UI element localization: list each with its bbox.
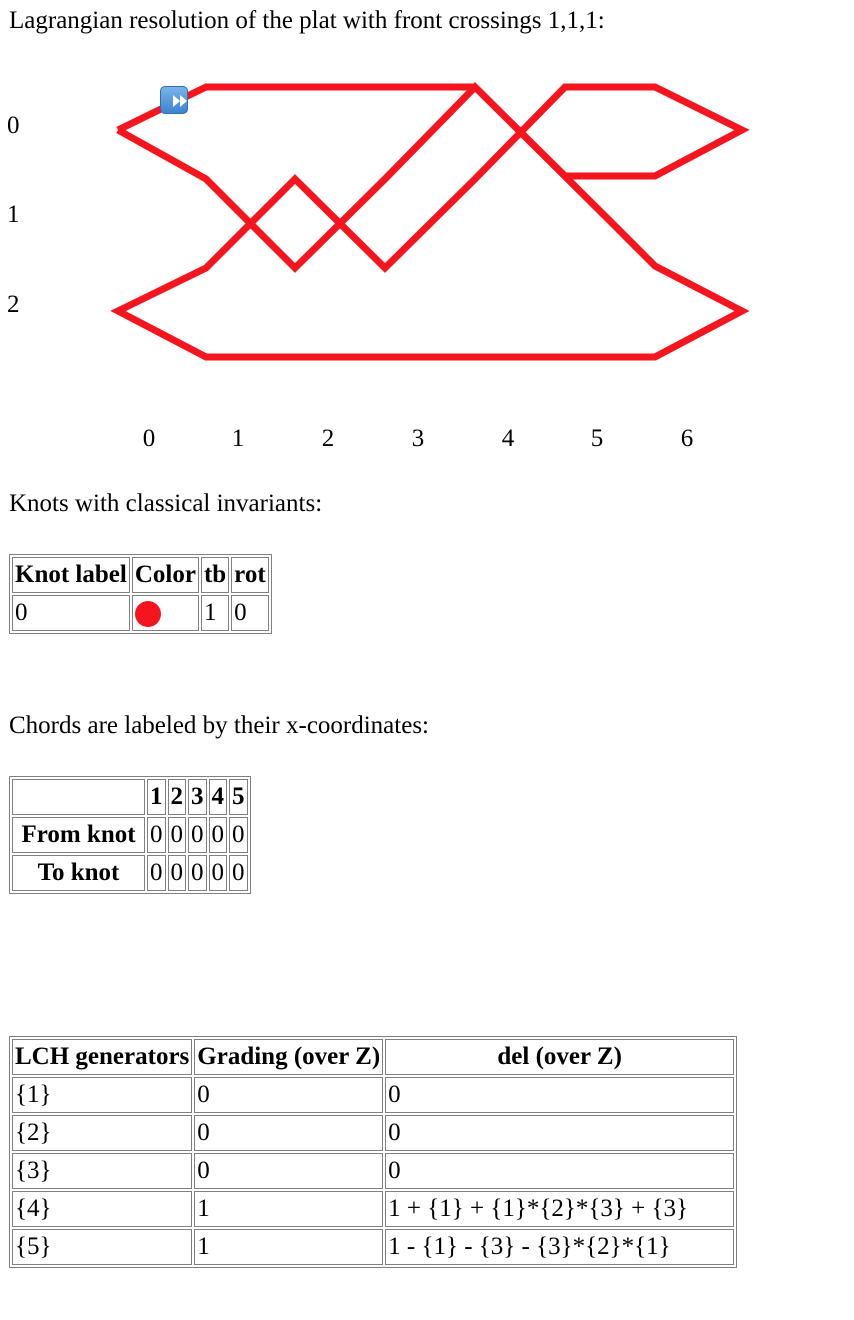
generator-cell: {1} bbox=[12, 1077, 193, 1113]
from-knot-cell: 0 bbox=[147, 817, 166, 853]
row-label-2: 2 bbox=[7, 291, 20, 318]
from-knot-cell: 0 bbox=[208, 817, 227, 853]
chords-table: 1 2 3 4 5 From knot 0 0 0 0 0 To knot 0 … bbox=[9, 776, 251, 894]
knot-color-dot bbox=[134, 601, 161, 628]
knot-rot-cell: 0 bbox=[231, 595, 269, 631]
column-label-2: 2 bbox=[321, 425, 335, 452]
grading-cell: 1 bbox=[194, 1191, 384, 1227]
del-cell: 1 + {1} + {1}*{2}*{3} + {3} bbox=[385, 1191, 735, 1227]
table-row: {2} 0 0 bbox=[12, 1115, 735, 1151]
knot-tb-cell: 1 bbox=[200, 595, 230, 631]
fast-forward-button[interactable] bbox=[160, 86, 188, 114]
table-row: {4} 1 1 + {1} + {1}*{2}*{3} + {3} bbox=[12, 1191, 735, 1227]
to-knot-cell: 0 bbox=[229, 855, 248, 891]
from-knot-cell: 0 bbox=[229, 817, 248, 853]
fast-forward-icon bbox=[173, 95, 187, 107]
plat-title: Lagrangian resolution of the plat with f… bbox=[9, 7, 605, 34]
grading-cell: 1 bbox=[194, 1229, 384, 1265]
generator-cell: {2} bbox=[12, 1115, 193, 1151]
knots-title: Knots with classical invariants: bbox=[9, 490, 323, 517]
generator-cell: {3} bbox=[12, 1153, 193, 1189]
column-label-4: 4 bbox=[501, 425, 515, 452]
del-cell: 0 bbox=[385, 1115, 735, 1151]
header-chord-4: 4 bbox=[208, 779, 227, 815]
row-label-1: 1 bbox=[7, 201, 20, 228]
header-color: Color bbox=[131, 557, 199, 593]
table-header-row: 1 2 3 4 5 bbox=[12, 779, 248, 815]
row-label-0: 0 bbox=[7, 112, 20, 139]
table-row: {3} 0 0 bbox=[12, 1153, 735, 1189]
knot-label-cell: 0 bbox=[12, 595, 130, 631]
grading-cell: 0 bbox=[194, 1153, 384, 1189]
header-chord-2: 2 bbox=[167, 779, 186, 815]
chords-title: Chords are labeled by their x-coordinate… bbox=[9, 712, 429, 739]
to-knot-label: To knot bbox=[12, 855, 145, 891]
column-label-5: 5 bbox=[590, 425, 604, 452]
header-empty bbox=[12, 779, 145, 815]
to-knot-cell: 0 bbox=[208, 855, 227, 891]
plat-diagram bbox=[110, 82, 750, 361]
header-chord-5: 5 bbox=[229, 779, 248, 815]
table-row: {5} 1 1 - {1} - {3} - {3}*{2}*{1} bbox=[12, 1229, 735, 1265]
column-label-1: 1 bbox=[231, 425, 245, 452]
knots-table: Knot label Color tb rot 0 1 0 bbox=[9, 554, 272, 634]
generator-cell: {4} bbox=[12, 1191, 193, 1227]
table-row: To knot 0 0 0 0 0 bbox=[12, 855, 248, 891]
knot-color-cell bbox=[131, 595, 199, 631]
table-row: 0 1 0 bbox=[12, 595, 269, 631]
header-rot: rot bbox=[231, 557, 269, 593]
to-knot-cell: 0 bbox=[167, 855, 186, 891]
table-row: {1} 0 0 bbox=[12, 1077, 735, 1113]
del-cell: 0 bbox=[385, 1153, 735, 1189]
column-label-3: 3 bbox=[411, 425, 425, 452]
from-knot-cell: 0 bbox=[188, 817, 207, 853]
lch-table: LCH generators Grading (over Z) del (ove… bbox=[9, 1036, 738, 1268]
header-del: del (over Z) bbox=[385, 1039, 735, 1075]
to-knot-cell: 0 bbox=[147, 855, 166, 891]
table-header-row: LCH generators Grading (over Z) del (ove… bbox=[12, 1039, 735, 1075]
header-lch-generators: LCH generators bbox=[12, 1039, 193, 1075]
del-cell: 1 - {1} - {3} - {3}*{2}*{1} bbox=[385, 1229, 735, 1265]
del-cell: 0 bbox=[385, 1077, 735, 1113]
table-header-row: Knot label Color tb rot bbox=[12, 557, 269, 593]
header-chord-1: 1 bbox=[147, 779, 166, 815]
header-tb: tb bbox=[200, 557, 230, 593]
strand-path bbox=[110, 82, 750, 361]
to-knot-cell: 0 bbox=[188, 855, 207, 891]
column-label-6: 6 bbox=[680, 425, 694, 452]
grading-cell: 0 bbox=[194, 1115, 384, 1151]
generator-cell: {5} bbox=[12, 1229, 193, 1265]
grading-cell: 0 bbox=[194, 1077, 384, 1113]
from-knot-label: From knot bbox=[12, 817, 145, 853]
header-chord-3: 3 bbox=[188, 779, 207, 815]
table-row: From knot 0 0 0 0 0 bbox=[12, 817, 248, 853]
header-grading: Grading (over Z) bbox=[194, 1039, 384, 1075]
from-knot-cell: 0 bbox=[167, 817, 186, 853]
header-knot-label: Knot label bbox=[12, 557, 130, 593]
column-label-0: 0 bbox=[142, 425, 156, 452]
